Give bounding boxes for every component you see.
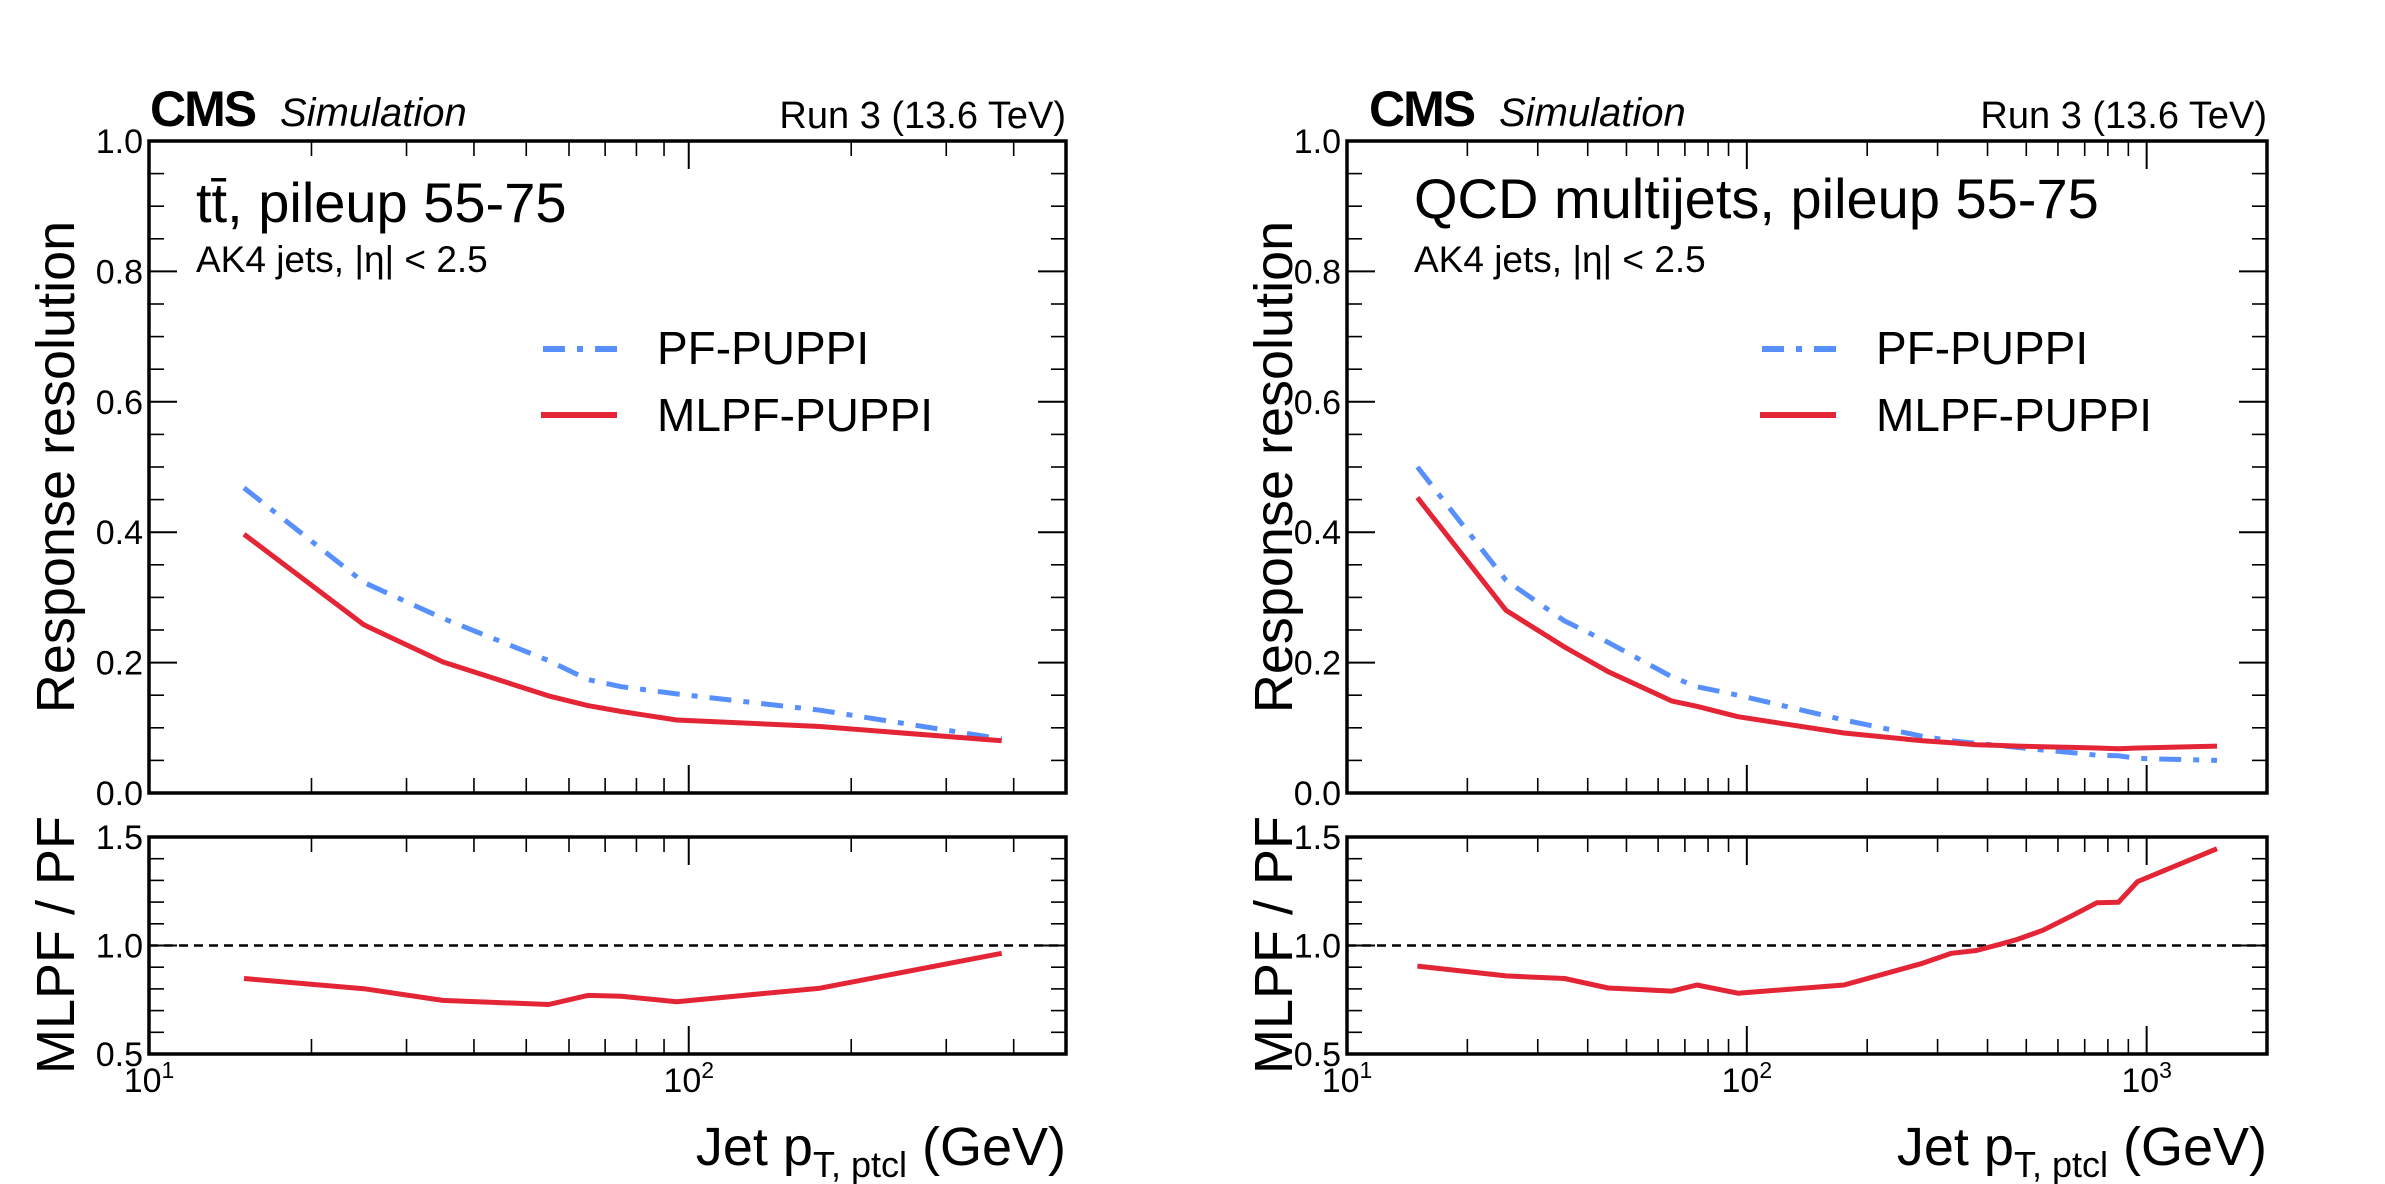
x-axis-title-main: Jet p [1897, 1117, 2014, 1177]
x-axis-title-subscript: T, ptcl [2014, 1144, 2108, 1184]
y-tick-label: 1.0 [1294, 123, 1341, 161]
x-tick-label: 103 [2121, 1057, 2172, 1100]
lumi-label: Run 3 (13.6 TeV) [1980, 95, 2267, 137]
cms-label: CMS [150, 81, 256, 137]
y-tick-label: 0.2 [96, 645, 143, 683]
x-tick-label: 101 [124, 1057, 175, 1100]
right-panel: CMS Simulation Run 3 (13.6 TeV) QCD mult… [1244, 81, 2269, 1184]
ratio-y-tick-label: 0.5 [1294, 1036, 1341, 1074]
x-tick-label: 102 [1722, 1057, 1773, 1100]
x-tick-label-base: 10 [2121, 1062, 2159, 1100]
ratio-axes-frame [147, 835, 1068, 1056]
x-tick-label-exponent: 1 [162, 1057, 175, 1083]
ratio-y-tick-label: 1.0 [1294, 928, 1341, 966]
simulation-label: Simulation [1499, 91, 1686, 135]
process-title: QCD multijets, pileup 55-75 [1414, 167, 2099, 230]
left-panel: CMS Simulation Run 3 (13.6 TeV) tt̄, pil… [26, 81, 1068, 1184]
y-tick-label: 0.6 [1294, 384, 1341, 422]
ratio-axes-frame [1345, 835, 2269, 1056]
ratio-y-tick-label: 0.5 [96, 1036, 143, 1074]
x-tick-label: 102 [663, 1057, 714, 1100]
x-axis-title: Jet pT, ptcl (GeV) [1897, 1117, 2267, 1184]
ratio-y-tick-label: 1.0 [96, 928, 143, 966]
ratio-y-axis-title: MLPF / PF [26, 816, 86, 1074]
main-axes-frame [1345, 139, 2269, 795]
x-tick-label-base: 10 [1322, 1062, 1360, 1100]
main-series-group [1415, 465, 2218, 763]
series-line-pf-puppi [1415, 465, 2218, 763]
y-axis-title: Response resolution [1244, 221, 1304, 713]
series-line-pf-puppi [242, 485, 1003, 742]
series-line-mlpf-puppi [242, 532, 1002, 744]
x-tick-label: 101 [1322, 1057, 1373, 1100]
y-axis-title: Response resolution [26, 221, 86, 713]
cms-label: CMS [1369, 81, 1475, 137]
ratio-y-axis-title: MLPF / PF [1244, 816, 1304, 1074]
y-tick-label: 0.4 [1294, 514, 1341, 552]
selection-subtitle: AK4 jets, |η| < 2.5 [1414, 239, 1706, 280]
y-tick-label: 0.2 [1294, 645, 1341, 683]
legend-label-pf: PF-PUPPI [657, 322, 869, 374]
lumi-label: Run 3 (13.6 TeV) [779, 95, 1066, 137]
x-axis-title: Jet pT, ptcl (GeV) [696, 1117, 1066, 1184]
ratio-line-mlpf-over-pf [1417, 846, 2218, 996]
ratio-series-group [1347, 846, 2267, 996]
ratio-y-tick-label: 1.5 [1294, 819, 1341, 857]
y-tick-label: 0.4 [96, 514, 143, 552]
x-tick-label-exponent: 2 [701, 1057, 714, 1083]
y-tick-label: 1.0 [96, 123, 143, 161]
legend: PF-PUPPI MLPF-PUPPI [1760, 322, 2152, 441]
x-axis-title-subscript: T, ptcl [813, 1144, 907, 1184]
x-axis-title-unit: (GeV) [907, 1117, 1066, 1177]
legend-label-mlpf: MLPF-PUPPI [1876, 389, 2152, 441]
x-tick-label-base: 10 [1722, 1062, 1760, 1100]
selection-subtitle: AK4 jets, |η| < 2.5 [196, 239, 488, 280]
x-axis-title-unit: (GeV) [2108, 1117, 2267, 1177]
x-tick-label-exponent: 3 [2159, 1057, 2172, 1083]
x-tick-label-exponent: 1 [1360, 1057, 1373, 1083]
main-axes-frame [147, 139, 1068, 795]
legend: PF-PUPPI MLPF-PUPPI [541, 322, 933, 441]
ratio-line-mlpf-over-pf [243, 950, 1003, 1007]
series-line-mlpf-puppi [1415, 496, 2218, 752]
y-tick-label: 0.6 [96, 384, 143, 422]
y-tick-label: 0.8 [1294, 253, 1341, 291]
y-tick-label: 0.8 [96, 253, 143, 291]
x-axis-title-main: Jet p [696, 1117, 813, 1177]
process-title: tt̄, pileup 55-75 [196, 171, 566, 234]
ratio-series-group [149, 944, 1066, 1007]
x-tick-label-exponent: 2 [1759, 1057, 1772, 1083]
main-series-group [242, 485, 1003, 744]
y-tick-label: 0.0 [1294, 775, 1341, 813]
x-tick-label-base: 10 [663, 1062, 701, 1100]
legend-label-mlpf: MLPF-PUPPI [657, 389, 933, 441]
simulation-label: Simulation [280, 91, 467, 135]
x-tick-label-base: 10 [124, 1062, 162, 1100]
legend-label-pf: PF-PUPPI [1876, 322, 2088, 374]
ratio-y-tick-label: 1.5 [96, 819, 143, 857]
y-tick-label: 0.0 [96, 775, 143, 813]
